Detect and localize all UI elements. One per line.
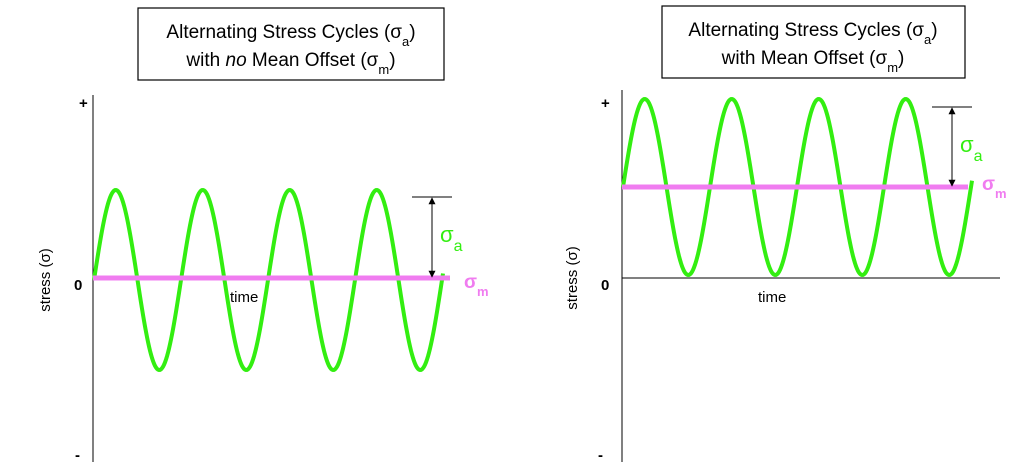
y-minus: - [598, 447, 603, 464]
mean-label: σm [982, 174, 1007, 201]
x-label: time [758, 289, 786, 306]
y-zero: 0 [601, 277, 609, 294]
y-plus: + [79, 95, 88, 112]
mean-label: σm [464, 272, 489, 299]
title-box [137, 7, 445, 81]
title-line: Alternating Stress Cycles (σa) [688, 20, 937, 47]
y-label: stress (σ) [37, 248, 54, 311]
x-label: time [230, 289, 258, 306]
y-label: stress (σ) [564, 246, 581, 309]
title-line: with Mean Offset (σm) [721, 48, 905, 75]
title-box [661, 5, 966, 79]
amplitude-label: σa [440, 222, 463, 255]
title-line: Alternating Stress Cycles (σa) [166, 22, 415, 49]
y-minus: - [75, 447, 80, 464]
title-line: with no Mean Offset (σm) [185, 50, 395, 77]
stress-wave [621, 96, 974, 278]
amplitude-label: σa [960, 132, 983, 165]
y-zero: 0 [74, 277, 82, 294]
y-plus: + [601, 95, 610, 112]
